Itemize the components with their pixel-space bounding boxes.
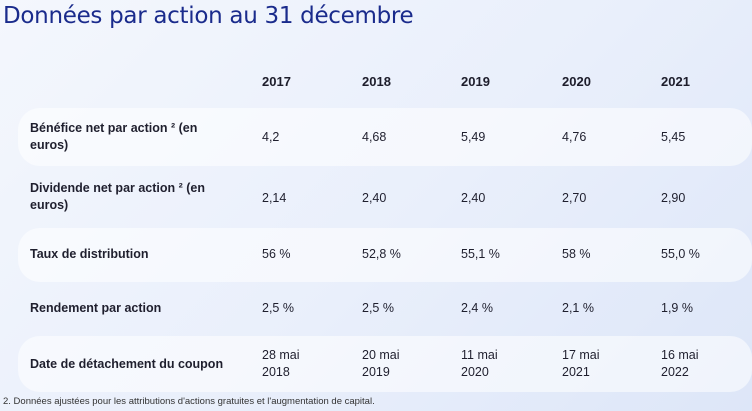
table-cell: 2,40 <box>461 191 486 205</box>
table-row: Taux de distribution 56 % 52,8 % 55,1 % … <box>18 228 752 282</box>
table-cell: 11 mai 2020 <box>461 347 498 381</box>
table-cell: 56 % <box>262 247 291 261</box>
table-cell: 55,1 % <box>461 247 500 261</box>
year-header-row: 2017 2018 2019 2020 2021 <box>0 74 752 92</box>
year-header: 2018 <box>362 74 391 89</box>
cell-line: 17 mai <box>562 348 600 362</box>
table-cell: 55,0 % <box>661 247 700 261</box>
cell-line: 2022 <box>661 365 689 379</box>
table-cell: 52,8 % <box>362 247 401 261</box>
table-cell: 2,40 <box>362 191 387 205</box>
table-row: Bénéfice net par action ² (en euros) 4,2… <box>18 108 752 166</box>
table-cell: 4,68 <box>362 130 387 144</box>
table-cell: 1,9 % <box>661 301 693 315</box>
cell-line: 11 mai <box>461 348 498 362</box>
row-label-line: Dividende net par action ² (en <box>30 181 206 195</box>
row-label: Date de détachement du coupon <box>30 357 224 371</box>
row-label: Bénéfice net par action ² (en euros) <box>30 120 197 154</box>
table-cell: 2,4 % <box>461 301 493 315</box>
cell-line: 20 mai <box>362 348 400 362</box>
table-cell: 17 mai 2021 <box>562 347 600 381</box>
row-label: Rendement par action <box>30 301 162 315</box>
table-cell: 58 % <box>562 247 591 261</box>
table-row: Dividende net par action ² (en euros) 2,… <box>18 168 752 226</box>
table-cell: 4,76 <box>562 130 587 144</box>
year-header: 2019 <box>461 74 490 89</box>
table-cell: 2,5 % <box>362 301 394 315</box>
page-title: Données par action au 31 décembre <box>3 3 414 29</box>
row-label: Taux de distribution <box>30 247 149 261</box>
year-header: 2020 <box>562 74 591 89</box>
cell-line: 28 mai <box>262 348 300 362</box>
table-cell: 28 mai 2018 <box>262 347 300 381</box>
table-cell: 2,90 <box>661 191 686 205</box>
table-cell: 4,2 <box>262 130 280 144</box>
row-label: Dividende net par action ² (en euros) <box>30 180 205 214</box>
table-cell: 16 mai 2022 <box>661 347 699 381</box>
row-label-line: euros) <box>30 198 69 212</box>
cell-line: 2020 <box>461 365 489 379</box>
table-cell: 2,70 <box>562 191 587 205</box>
table-cell: 20 mai 2019 <box>362 347 400 381</box>
cell-line: 16 mai <box>661 348 699 362</box>
table-row: Rendement par action 2,5 % 2,5 % 2,4 % 2… <box>18 284 752 332</box>
row-label-line: euros) <box>30 138 69 152</box>
year-header: 2021 <box>661 74 690 89</box>
year-header: 2017 <box>262 74 291 89</box>
table-cell: 2,1 % <box>562 301 594 315</box>
table-cell: 5,49 <box>461 130 486 144</box>
table-cell: 5,45 <box>661 130 686 144</box>
cell-line: 2018 <box>262 365 290 379</box>
table-cell: 2,14 <box>262 191 287 205</box>
cell-line: 2019 <box>362 365 390 379</box>
table-row: Date de détachement du coupon 28 mai 201… <box>18 336 752 392</box>
cell-line: 2021 <box>562 365 590 379</box>
row-label-line: Bénéfice net par action ² (en <box>30 121 198 135</box>
table-cell: 2,5 % <box>262 301 294 315</box>
footnote: 2. Données ajustées pour les attribution… <box>3 396 375 407</box>
